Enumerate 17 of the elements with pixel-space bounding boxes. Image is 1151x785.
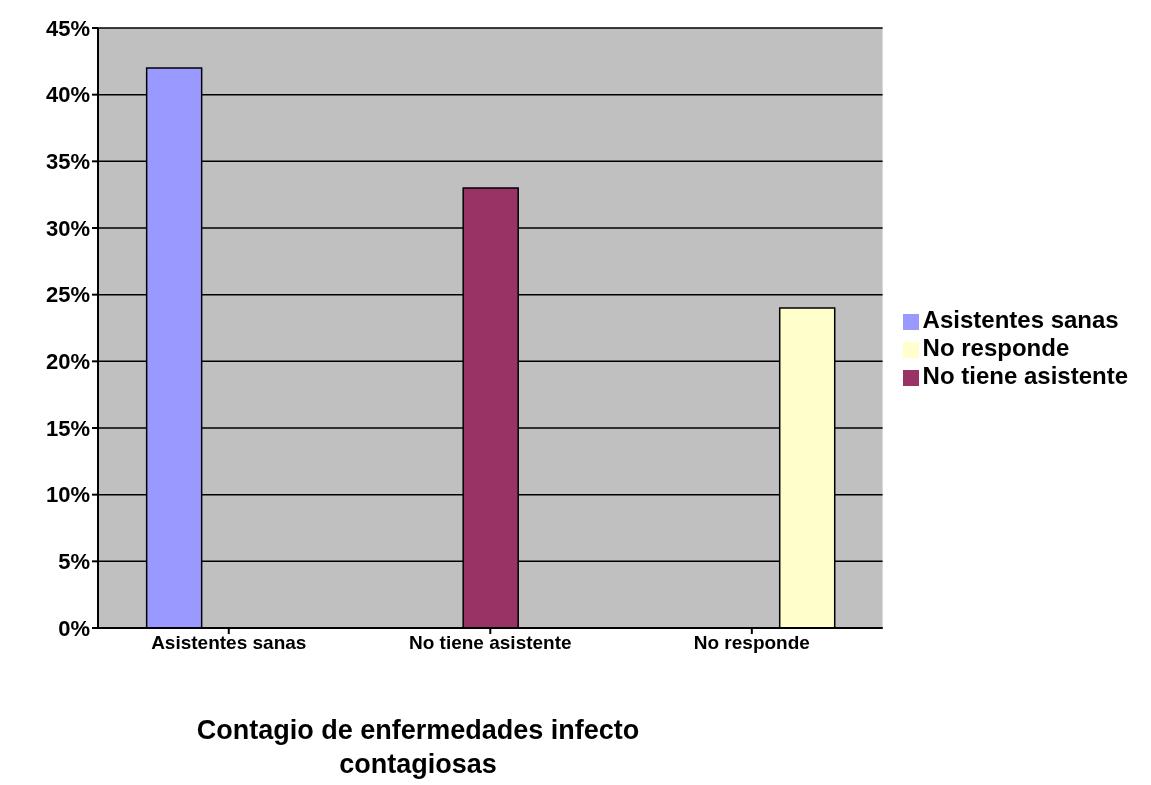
y-tick-label: 40% [45,82,90,108]
y-tick-label: 35% [45,149,90,175]
y-tick-label: 0% [58,615,90,641]
legend-label: Asistentes sanas [922,306,1119,333]
x-tick-label: Asistentes sanas [151,632,307,654]
y-tick-label: 30% [45,215,90,241]
legend-label: No tiene asistente [922,362,1128,389]
x-axis-title: Contagio de enfermedades infecto contagiosas [195,714,641,781]
legend-label: No responde [922,334,1070,361]
y-tick-label: 15% [45,415,90,441]
y-tick-label: 5% [58,549,90,575]
y-tick-label: 10% [45,482,90,508]
y-tick-label: 25% [45,282,90,308]
x-tick-label: No tiene asistente [408,632,572,654]
x-tick-label: No responde [693,632,810,654]
y-tick-label: 20% [45,349,90,375]
y-tick-label: 45% [45,15,90,41]
